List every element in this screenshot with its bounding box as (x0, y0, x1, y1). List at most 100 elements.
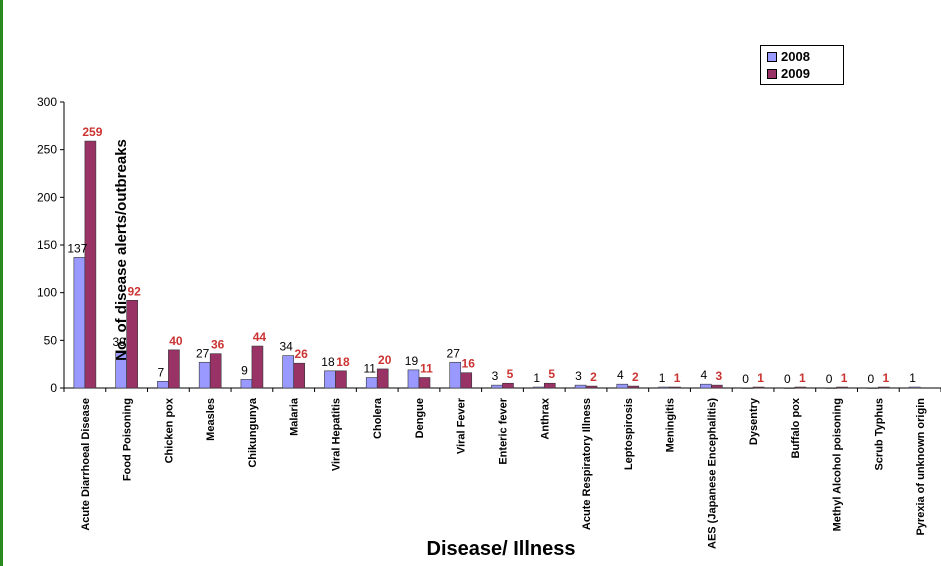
category-label: Viral Fever (456, 397, 468, 454)
bar-2008 (867, 387, 879, 389)
data-label-2008: 19 (405, 354, 419, 368)
category-label: Food Poisoning (122, 398, 134, 481)
category-label: Measles (205, 398, 217, 441)
bar-2009 (335, 370, 347, 389)
bar-2008 (240, 379, 253, 389)
data-label-2009: 26 (295, 347, 309, 361)
data-label-2008: 0 (868, 372, 875, 386)
data-label-2008: 4 (700, 368, 707, 382)
bar-2008 (324, 370, 336, 389)
data-label-2009: 1 (883, 371, 890, 385)
data-label-2009: 1 (799, 371, 806, 385)
bar-2008 (73, 257, 86, 389)
bar-2008 (157, 381, 169, 389)
data-label-2009: 92 (127, 284, 141, 298)
category-label: Viral Hepatitis (330, 398, 342, 471)
data-label-2009: 5 (507, 367, 514, 381)
data-label-2009: 2 (632, 370, 639, 384)
chart-bars (73, 140, 921, 389)
legend-swatch-2009 (767, 68, 777, 79)
category-label: Meningitis (665, 398, 677, 452)
data-label-2008: 7 (158, 365, 165, 379)
category-label: Pyrexia of unknown origin (915, 398, 927, 536)
data-label-2008: 27 (196, 346, 210, 360)
data-label-2008: 1 (659, 371, 666, 385)
bar-2009 (84, 140, 97, 389)
data-label-2008: 1 (533, 371, 540, 385)
y-tick-label: 200 (37, 190, 57, 204)
data-label-2009: 36 (211, 338, 225, 352)
category-label: Acute Diarrhoeal Disease (80, 398, 92, 531)
bar-2009 (126, 299, 138, 389)
y-tick-label: 100 (37, 286, 57, 300)
legend-item-2008: 2008 (767, 48, 843, 65)
data-label-2008: 0 (784, 372, 791, 386)
data-label-2008: 34 (280, 340, 294, 354)
category-label: Chikungunya (247, 397, 259, 468)
category-label: Chicken pox (163, 397, 175, 463)
bar-2009 (502, 382, 514, 389)
bar-2009 (752, 386, 765, 389)
data-label-2008: 0 (826, 372, 833, 386)
data-label-2009: 44 (253, 330, 267, 344)
bar-2008 (783, 387, 796, 389)
y-axis-title-wrap: No. of disease alerts/outbreaks (113, 139, 131, 361)
bar-2008 (407, 369, 420, 389)
data-label-2008: 9 (241, 363, 248, 377)
data-label-2008: 4 (617, 368, 624, 382)
y-axis-title: No. of disease alerts/outbreaks (112, 139, 130, 361)
category-label: AES (Japanese Encephalitis) (706, 398, 718, 549)
data-label-2008: 137 (67, 241, 87, 255)
data-label-2008: 3 (492, 369, 499, 383)
data-label-2009: 11 (420, 362, 433, 376)
chart-category-labels: Acute Diarrhoeal Disease Food Poisoning Ch… (80, 397, 927, 549)
legend-swatch-2008 (767, 51, 777, 62)
bar-2009 (376, 368, 389, 389)
category-label: Acute Respiratory Illness (581, 398, 593, 530)
frame-left-border (0, 0, 3, 566)
data-label-2009: 40 (169, 334, 183, 348)
bar-2008 (908, 386, 921, 389)
category-label: Buffalo pox (790, 397, 802, 458)
data-label-2009: 1 (757, 371, 764, 385)
data-label-2009: 16 (462, 357, 476, 371)
legend-item-2009: 2009 (767, 65, 843, 82)
bar-2009 (543, 382, 556, 389)
bar-2008 (198, 361, 211, 389)
category-label: Methyl Alcohol poisoning (832, 398, 844, 531)
bar-2009 (878, 386, 890, 389)
bar-2008 (574, 384, 587, 389)
bar-2008 (616, 383, 629, 389)
category-label: Cholera (372, 397, 384, 439)
data-label-2008: 11 (363, 362, 376, 376)
data-label-2009: 18 (336, 355, 350, 369)
bar-2008 (532, 386, 545, 389)
y-tick-label: 250 (37, 143, 57, 157)
bar-2008 (282, 355, 294, 389)
bar-2009 (460, 372, 473, 389)
y-tick-label: 50 (44, 333, 58, 347)
bar-2009 (669, 386, 681, 389)
data-label-2009: 5 (548, 367, 555, 381)
y-tick-label: 0 (50, 381, 57, 395)
bar-2008 (658, 386, 670, 389)
category-label: Dysentry (748, 397, 760, 445)
legend-label-2008: 2008 (781, 49, 810, 64)
bar-2009 (293, 362, 305, 389)
data-label-2009: 3 (715, 369, 722, 383)
bar-2009 (418, 377, 431, 389)
category-label: Dengue (414, 398, 426, 438)
bar-2008 (741, 387, 754, 389)
legend-label-2009: 2009 (781, 66, 810, 81)
x-axis-title: Disease/ Illness (427, 538, 576, 560)
category-label: Enteric fever (498, 397, 510, 464)
data-label-2008: 3 (575, 369, 582, 383)
data-label-2009: 20 (378, 353, 392, 367)
data-label-2008: 27 (447, 346, 461, 360)
data-label-2008: 39 (112, 335, 126, 349)
bar-2009 (209, 353, 222, 389)
data-label-2009: 1 (841, 371, 848, 385)
category-label: Malaria (289, 397, 301, 436)
data-label-2009: 259 (82, 125, 102, 139)
